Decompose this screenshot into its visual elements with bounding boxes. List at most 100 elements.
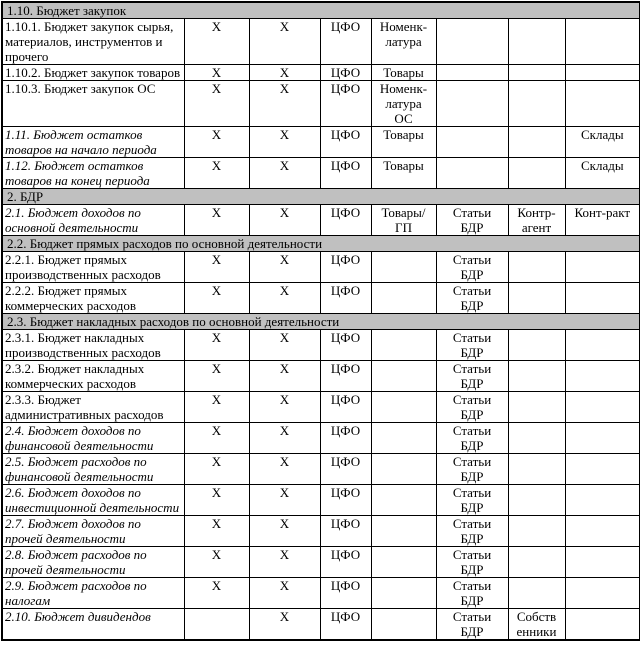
mark-primary-cell: X <box>183 204 250 236</box>
section-header-row: 1.10. Бюджет закупок <box>1 1 640 19</box>
analytics-counterparty-cell <box>507 64 566 81</box>
mark-secondary-cell: X <box>248 251 321 283</box>
analytics-counterparty-cell: Собств енники <box>507 608 566 641</box>
table-row: 2.3.3. Бюджет административных расходов X… <box>1 391 640 423</box>
analytics-counterparty-cell <box>507 157 566 189</box>
budget-name-cell: 2.7. Бюджет доходов по прочей деятельнос… <box>1 515 185 547</box>
section-header-row: 2.3. Бюджет накладных расходов по основн… <box>1 313 640 330</box>
analytics-extra-cell: Конт-ракт <box>564 204 640 236</box>
analytics-extra-cell <box>564 577 640 609</box>
mark-primary-cell: X <box>183 282 250 314</box>
analytics-extra-cell <box>564 64 640 81</box>
table-row: 2.3.2. Бюджет накладных коммерческих рас… <box>1 360 640 392</box>
analytics-counterparty-cell <box>507 360 566 392</box>
analytics-extra-cell: Склады <box>564 157 640 189</box>
analytics-nomenclature-cell <box>370 546 437 578</box>
mark-primary-cell: X <box>183 329 250 361</box>
mark-primary-cell: X <box>183 80 250 127</box>
analytics-bdr-items-cell <box>435 64 509 81</box>
budget-table-body: 1.10. Бюджет закупок 1.10.1. Бюджет закуп… <box>1 1 640 641</box>
analytics-counterparty-cell <box>507 546 566 578</box>
cfo-cell: ЦФО <box>319 484 372 516</box>
mark-secondary-cell: X <box>248 329 321 361</box>
cfo-cell: ЦФО <box>319 251 372 283</box>
budget-name-cell: 2.2.2. Бюджет прямых коммерческих расход… <box>1 282 185 314</box>
analytics-counterparty-cell <box>507 251 566 283</box>
analytics-nomenclature-cell: Товары <box>370 157 437 189</box>
table-row: 2.2.2. Бюджет прямых коммерческих расход… <box>1 282 640 314</box>
budget-name-cell: 2.3.3. Бюджет административных расходов <box>1 391 185 423</box>
analytics-extra-cell <box>564 515 640 547</box>
mark-secondary-cell: X <box>248 453 321 485</box>
analytics-extra-cell <box>564 18 640 65</box>
analytics-nomenclature-cell <box>370 608 437 641</box>
analytics-extra-cell <box>564 251 640 283</box>
section-header-row: 2. БДР <box>1 188 640 205</box>
mark-secondary-cell: X <box>248 422 321 454</box>
cfo-cell: ЦФО <box>319 80 372 127</box>
cfo-cell: ЦФО <box>319 126 372 158</box>
analytics-counterparty-cell: Контр- агент <box>507 204 566 236</box>
table-row: 1.11. Бюджет остатков товаров на начало … <box>1 126 640 158</box>
cfo-cell: ЦФО <box>319 64 372 81</box>
mark-primary-cell: X <box>183 18 250 65</box>
mark-secondary-cell: X <box>248 608 321 641</box>
analytics-bdr-items-cell: Статьи БДР <box>435 608 509 641</box>
analytics-extra-cell <box>564 80 640 127</box>
analytics-bdr-items-cell <box>435 18 509 65</box>
mark-secondary-cell: X <box>248 204 321 236</box>
cfo-cell: ЦФО <box>319 515 372 547</box>
analytics-extra-cell <box>564 282 640 314</box>
analytics-bdr-items-cell: Статьи БДР <box>435 204 509 236</box>
table-row: 2.1. Бюджет доходов по основной деятельн… <box>1 204 640 236</box>
cfo-cell: ЦФО <box>319 391 372 423</box>
analytics-bdr-items-cell: Статьи БДР <box>435 515 509 547</box>
document-page: 1.10. Бюджет закупок 1.10.1. Бюджет закуп… <box>0 1 640 641</box>
analytics-extra-cell <box>564 546 640 578</box>
table-row: 1.10.2. Бюджет закупок товаров X X ЦФО Товар… <box>1 64 640 81</box>
section-header-label: 2.3. Бюджет накладных расходов по основн… <box>1 313 640 330</box>
cfo-cell: ЦФО <box>319 204 372 236</box>
analytics-bdr-items-cell: Статьи БДР <box>435 360 509 392</box>
analytics-nomenclature-cell: Номенк- латура <box>370 18 437 65</box>
budget-name-cell: 2.3.1. Бюджет накладных производственных… <box>1 329 185 361</box>
cfo-cell: ЦФО <box>319 18 372 65</box>
mark-primary-cell: X <box>183 251 250 283</box>
mark-secondary-cell: X <box>248 391 321 423</box>
analytics-bdr-items-cell: Статьи БДР <box>435 546 509 578</box>
analytics-bdr-items-cell <box>435 157 509 189</box>
analytics-counterparty-cell <box>507 422 566 454</box>
budget-name-cell: 2.6. Бюджет доходов по инвестиционной де… <box>1 484 185 516</box>
budget-structure-table: 1.10. Бюджет закупок 1.10.1. Бюджет закуп… <box>1 1 640 641</box>
mark-secondary-cell: X <box>248 80 321 127</box>
analytics-nomenclature-cell <box>370 484 437 516</box>
budget-name-cell: 2.1. Бюджет доходов по основной деятельн… <box>1 204 185 236</box>
table-row: 2.7. Бюджет доходов по прочей деятельнос… <box>1 515 640 547</box>
analytics-counterparty-cell <box>507 453 566 485</box>
mark-primary-cell: X <box>183 391 250 423</box>
budget-name-cell: 2.10. Бюджет дивидендов <box>1 608 185 641</box>
analytics-nomenclature-cell: Товары <box>370 64 437 81</box>
analytics-extra-cell <box>564 391 640 423</box>
analytics-bdr-items-cell: Статьи БДР <box>435 391 509 423</box>
table-row: 2.3.1. Бюджет накладных производственных… <box>1 329 640 361</box>
analytics-bdr-items-cell: Статьи БДР <box>435 329 509 361</box>
mark-secondary-cell: X <box>248 546 321 578</box>
analytics-nomenclature-cell <box>370 577 437 609</box>
table-row: 2.8. Бюджет расходов по прочей деятельно… <box>1 546 640 578</box>
analytics-nomenclature-cell <box>370 251 437 283</box>
analytics-extra-cell: Склады <box>564 126 640 158</box>
analytics-extra-cell <box>564 360 640 392</box>
cfo-cell: ЦФО <box>319 422 372 454</box>
analytics-nomenclature-cell: Номенк- латура ОС <box>370 80 437 127</box>
budget-name-cell: 2.5. Бюджет расходов по финансовой деяте… <box>1 453 185 485</box>
analytics-extra-cell <box>564 608 640 641</box>
analytics-bdr-items-cell <box>435 126 509 158</box>
mark-secondary-cell: X <box>248 484 321 516</box>
mark-primary-cell: X <box>183 422 250 454</box>
table-row: 2.4. Бюджет доходов по финансовой деятел… <box>1 422 640 454</box>
table-row: 2.6. Бюджет доходов по инвестиционной де… <box>1 484 640 516</box>
table-row: 2.9. Бюджет расходов по налогам X X ЦФО Стат… <box>1 577 640 609</box>
analytics-extra-cell <box>564 422 640 454</box>
budget-name-cell: 1.12. Бюджет остатков товаров на конец п… <box>1 157 185 189</box>
